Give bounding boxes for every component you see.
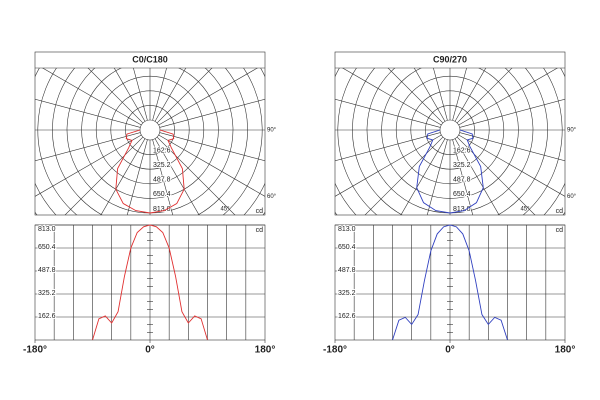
spoke bbox=[458, 134, 565, 197]
inner-ring bbox=[139, 119, 161, 141]
spoke bbox=[159, 132, 265, 162]
spoke bbox=[100, 138, 146, 215]
line-unit: cd bbox=[256, 227, 264, 234]
angle-label: 45° bbox=[520, 207, 530, 213]
angle-label: 45° bbox=[220, 207, 230, 213]
ring bbox=[395, 75, 505, 185]
polar-curve bbox=[115, 129, 185, 214]
spoke bbox=[154, 138, 200, 215]
spoke bbox=[158, 134, 265, 197]
spoke bbox=[156, 136, 236, 215]
ring bbox=[110, 90, 190, 170]
y-tick-label: 162.6 bbox=[338, 313, 356, 320]
x-tick-label: -180° bbox=[323, 345, 347, 356]
y-tick-label: 813.0 bbox=[38, 226, 56, 233]
y-tick-label: 487.8 bbox=[38, 267, 56, 274]
y-tick-label: 162.6 bbox=[38, 313, 56, 320]
spoke bbox=[152, 139, 174, 215]
spoke bbox=[459, 98, 565, 128]
radial-label: 813.0 bbox=[453, 206, 471, 213]
spoke bbox=[459, 132, 565, 162]
angle-label: 90° bbox=[567, 128, 577, 134]
spoke bbox=[152, 68, 167, 121]
radial-label: 650.4 bbox=[453, 191, 471, 198]
spoke bbox=[156, 68, 213, 124]
x-tick-label: -180° bbox=[23, 345, 47, 356]
line-unit: cd bbox=[556, 227, 564, 234]
spoke bbox=[387, 68, 444, 124]
spoke bbox=[113, 68, 146, 122]
y-tick-label: 325.2 bbox=[38, 290, 56, 297]
spoke bbox=[452, 139, 474, 215]
radial-label: 487.8 bbox=[153, 177, 171, 184]
radial-label: 162.6 bbox=[153, 147, 171, 154]
radial-label: 487.8 bbox=[453, 177, 471, 184]
outer-ring bbox=[37, 68, 263, 215]
spoke bbox=[35, 132, 141, 162]
radial-label: 162.6 bbox=[453, 147, 471, 154]
spoke bbox=[154, 68, 187, 122]
spoke bbox=[35, 98, 141, 128]
spoke bbox=[159, 98, 265, 128]
ring bbox=[410, 90, 490, 170]
ring bbox=[125, 105, 175, 155]
spoke bbox=[433, 68, 448, 121]
y-tick-label: 813.0 bbox=[338, 226, 356, 233]
polar-title: C0/C180 bbox=[132, 54, 168, 64]
angle-label: 60° bbox=[267, 194, 277, 200]
x-tick-label: 180° bbox=[555, 345, 576, 356]
spoke bbox=[335, 134, 442, 197]
outer-ring bbox=[352, 68, 548, 215]
radial-label: 650.4 bbox=[153, 191, 171, 198]
angle-label: 90° bbox=[267, 128, 277, 134]
spoke bbox=[335, 98, 441, 128]
radial-label: 325.2 bbox=[453, 162, 471, 169]
radial-label: 325.2 bbox=[153, 162, 171, 169]
spoke bbox=[126, 139, 148, 215]
x-tick-label: 0° bbox=[145, 345, 155, 356]
polar-grid bbox=[335, 68, 565, 215]
outer-ring bbox=[52, 68, 248, 215]
spoke bbox=[458, 68, 558, 126]
ring bbox=[95, 75, 205, 185]
intensity-line bbox=[392, 224, 508, 341]
spoke bbox=[454, 138, 500, 215]
y-tick-label: 487.8 bbox=[338, 267, 356, 274]
spoke bbox=[452, 68, 467, 121]
spoke bbox=[42, 68, 142, 126]
y-tick-label: 325.2 bbox=[338, 290, 356, 297]
spoke bbox=[158, 68, 258, 126]
polar-grid bbox=[35, 68, 265, 215]
ring bbox=[425, 105, 475, 155]
ring bbox=[81, 68, 219, 199]
x-tick-label: 180° bbox=[255, 345, 276, 356]
radial-label: 813.0 bbox=[153, 206, 171, 213]
y-tick-label: 650.4 bbox=[38, 244, 56, 251]
spoke bbox=[413, 68, 446, 122]
outer-ring bbox=[337, 68, 563, 215]
spoke bbox=[400, 138, 446, 215]
polar-title: C90/270 bbox=[433, 54, 467, 64]
spoke bbox=[456, 136, 536, 215]
angle-label: 60° bbox=[567, 194, 577, 200]
ring bbox=[381, 68, 519, 199]
polar-unit: cd bbox=[256, 208, 264, 215]
spoke bbox=[426, 139, 448, 215]
spoke bbox=[342, 68, 442, 126]
x-tick-label: 0° bbox=[445, 345, 455, 356]
spoke bbox=[456, 68, 513, 124]
intensity-line bbox=[92, 224, 208, 341]
polar-curve bbox=[416, 129, 484, 214]
spoke bbox=[64, 136, 144, 215]
spoke bbox=[87, 68, 144, 124]
spoke bbox=[35, 134, 142, 197]
spoke bbox=[454, 68, 487, 122]
y-tick-label: 650.4 bbox=[338, 244, 356, 251]
spoke bbox=[335, 132, 441, 162]
spoke bbox=[364, 136, 444, 215]
polar-unit: cd bbox=[556, 208, 564, 215]
spoke bbox=[133, 68, 148, 121]
inner-ring bbox=[439, 119, 461, 141]
